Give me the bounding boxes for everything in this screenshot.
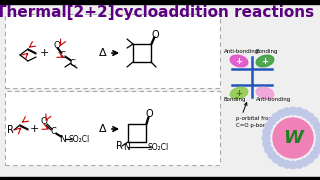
- Circle shape: [268, 117, 276, 125]
- Circle shape: [283, 161, 291, 168]
- Text: Bonding: Bonding: [256, 50, 278, 55]
- Circle shape: [289, 107, 297, 115]
- Circle shape: [301, 159, 308, 166]
- Ellipse shape: [256, 55, 274, 67]
- Text: R: R: [116, 141, 123, 151]
- Circle shape: [301, 110, 308, 118]
- Circle shape: [265, 122, 272, 130]
- FancyBboxPatch shape: [5, 14, 220, 88]
- Ellipse shape: [230, 87, 248, 99]
- Circle shape: [295, 108, 303, 116]
- Circle shape: [310, 117, 318, 125]
- Circle shape: [277, 159, 285, 166]
- Circle shape: [268, 151, 276, 159]
- Text: Δ: Δ: [99, 124, 107, 134]
- Text: N: N: [59, 134, 65, 143]
- Text: +: +: [29, 124, 39, 134]
- Text: Δ: Δ: [99, 48, 107, 58]
- Circle shape: [310, 151, 318, 159]
- Circle shape: [263, 128, 270, 136]
- Text: +: +: [261, 57, 268, 66]
- Circle shape: [306, 155, 314, 163]
- Circle shape: [272, 113, 280, 121]
- Text: +: +: [39, 48, 49, 58]
- Text: Anti-bonding: Anti-bonding: [224, 50, 259, 55]
- Text: O: O: [41, 118, 47, 127]
- Text: O: O: [53, 40, 60, 50]
- Text: C: C: [50, 127, 56, 136]
- Text: O: O: [151, 30, 159, 40]
- Circle shape: [263, 140, 270, 148]
- Text: Anti-bonding: Anti-bonding: [256, 98, 291, 102]
- Text: p-orbital from
C=O p-bond: p-orbital from C=O p-bond: [236, 116, 274, 128]
- FancyBboxPatch shape: [5, 91, 220, 165]
- Text: +: +: [236, 57, 243, 66]
- Circle shape: [295, 161, 303, 168]
- Text: Thermal[2+2]cycloaddition reactions: Thermal[2+2]cycloaddition reactions: [0, 4, 314, 19]
- Text: O: O: [145, 109, 153, 119]
- Circle shape: [283, 108, 291, 116]
- Text: SO₂Cl: SO₂Cl: [68, 134, 90, 143]
- Text: C: C: [69, 58, 75, 68]
- Circle shape: [306, 113, 314, 121]
- Circle shape: [273, 118, 313, 158]
- Text: R: R: [7, 125, 13, 135]
- Ellipse shape: [230, 55, 248, 67]
- Ellipse shape: [256, 87, 274, 99]
- Text: W: W: [283, 129, 303, 147]
- Circle shape: [314, 146, 320, 154]
- Circle shape: [316, 134, 320, 142]
- Circle shape: [314, 122, 320, 130]
- Circle shape: [262, 134, 270, 142]
- Text: N: N: [123, 143, 129, 152]
- Text: +: +: [236, 89, 243, 98]
- Circle shape: [272, 155, 280, 163]
- Circle shape: [289, 161, 297, 169]
- Text: SO₂Cl: SO₂Cl: [148, 143, 169, 152]
- Circle shape: [277, 110, 285, 118]
- Text: Bonding: Bonding: [224, 98, 246, 102]
- Circle shape: [316, 140, 320, 148]
- Circle shape: [316, 128, 320, 136]
- Circle shape: [265, 146, 272, 154]
- Text: C: C: [59, 51, 65, 60]
